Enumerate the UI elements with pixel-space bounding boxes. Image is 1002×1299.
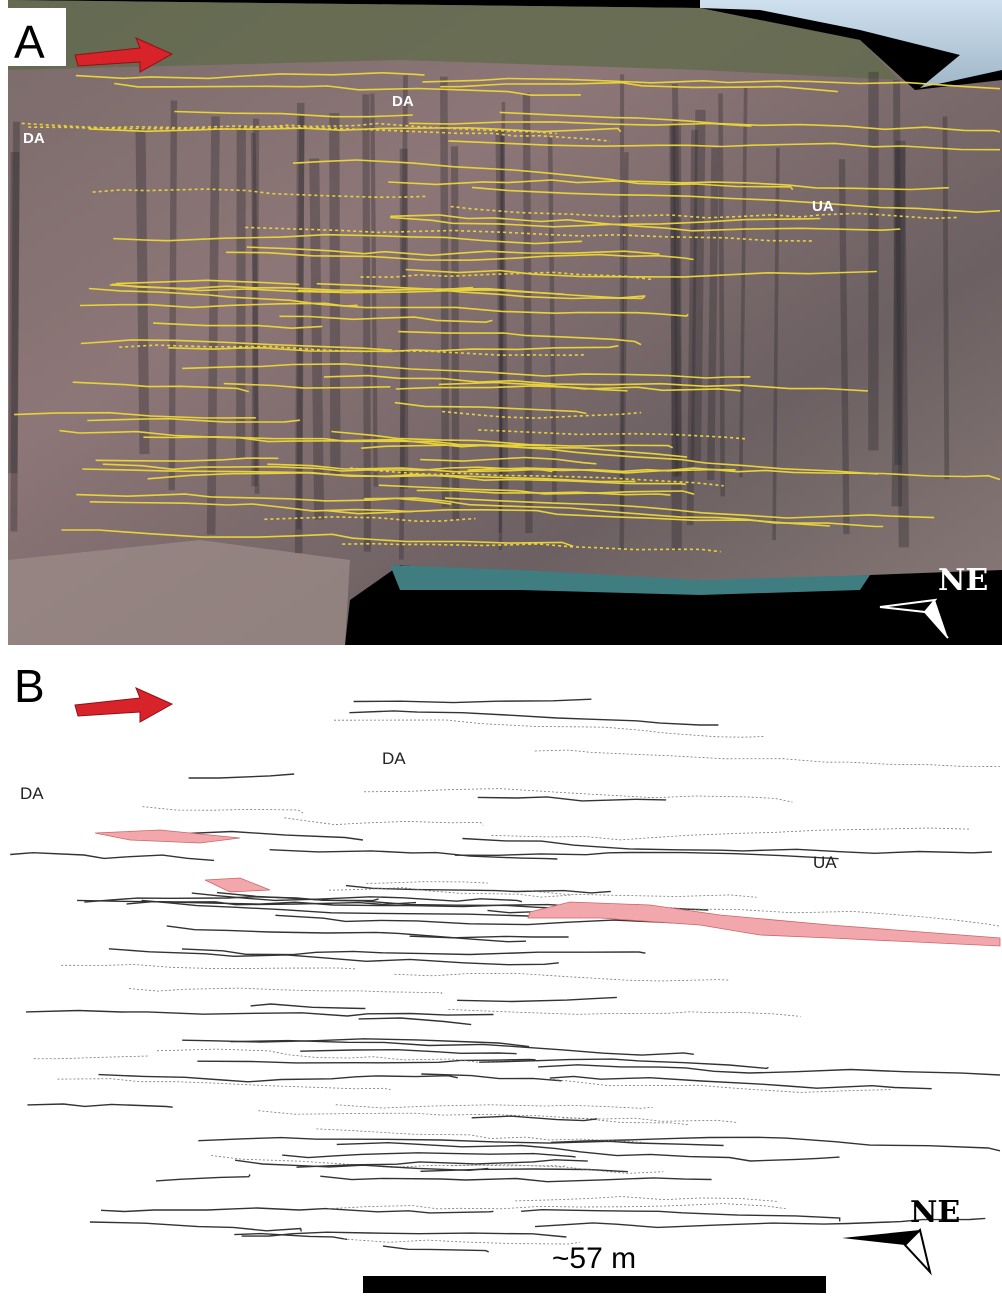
bedding-trace — [167, 926, 526, 942]
bedding-trace — [538, 1065, 1000, 1075]
annotation: DA — [382, 749, 406, 768]
bedding-trace — [235, 1160, 488, 1170]
lens — [528, 902, 1000, 946]
lens — [205, 878, 270, 892]
bedding-trace — [551, 1137, 1000, 1151]
bedding-trace — [99, 1075, 458, 1082]
lamina-trace — [366, 882, 487, 884]
lamina-trace — [328, 1204, 787, 1209]
annotation: DA — [23, 130, 45, 147]
fracture — [334, 113, 335, 475]
bedding-trace — [478, 797, 666, 801]
bedding-traces — [10, 699, 1000, 1252]
talus — [8, 540, 350, 645]
lamina-trace — [142, 807, 303, 814]
bedding-trace — [337, 1143, 840, 1161]
bedding-trace — [457, 997, 617, 1001]
compass-label: NE — [938, 563, 988, 598]
bedding-trace — [156, 1175, 250, 1181]
annotation: DA — [392, 93, 414, 110]
annotation: DA — [20, 784, 44, 803]
direction-arrow — [75, 688, 172, 722]
fracture — [696, 110, 701, 462]
fracture — [241, 126, 242, 458]
bedding-trace — [182, 949, 646, 955]
scale-label: ~57 m — [552, 1242, 636, 1275]
bedding-trace — [90, 1222, 301, 1231]
bedding-trace — [189, 774, 295, 778]
fracture — [897, 80, 898, 465]
panel-label: A — [14, 16, 45, 68]
scale-bar — [363, 1276, 826, 1293]
bedding-trace — [251, 1004, 366, 1009]
bedding-trace — [354, 699, 592, 702]
bedding-trace — [349, 711, 718, 725]
compass-label: NE — [910, 1195, 960, 1230]
bedding-trace — [320, 1176, 711, 1182]
photo-panel-a — [8, 0, 1002, 645]
bedding-trace — [550, 1076, 932, 1088]
lamina-trace — [395, 973, 730, 981]
fracture — [675, 84, 679, 476]
lamina-trace — [61, 965, 356, 969]
lamina-trace — [34, 1056, 149, 1059]
lamina-trace — [535, 750, 1000, 766]
fracture — [404, 149, 405, 489]
fracture — [720, 94, 722, 497]
bedding-trace — [421, 1074, 561, 1081]
bedding-trace — [27, 1104, 172, 1107]
lamina-trace — [343, 1239, 579, 1244]
bedding-trace — [242, 1232, 567, 1237]
fracture — [366, 94, 368, 551]
lamina-trace — [549, 1079, 892, 1092]
lamina-trace — [336, 1105, 653, 1109]
lamina-trace — [334, 720, 763, 737]
fracture — [945, 117, 947, 480]
annotation: UA — [813, 853, 837, 872]
fracture — [500, 136, 501, 533]
lamina-trace — [528, 891, 757, 898]
lamina-trace — [284, 818, 483, 826]
fracture — [172, 101, 174, 491]
bedding-trace — [346, 886, 611, 893]
annotation: UA — [812, 198, 834, 215]
bedding-trace — [10, 853, 214, 861]
lamina-trace — [329, 888, 571, 897]
figure: A DA DA UA NE B DA DA UA NE ~57 m — [0, 0, 1002, 1299]
lamina-trace — [448, 1009, 800, 1016]
bedding-trace — [300, 1050, 516, 1054]
bedding-trace — [359, 1018, 472, 1025]
bedding-trace — [26, 1011, 494, 1017]
lamina-trace — [129, 988, 442, 995]
lamina-trace — [515, 1197, 777, 1202]
bedding-trace — [462, 839, 992, 854]
fracture — [14, 122, 17, 532]
panel-label: B — [14, 660, 45, 712]
bedding-trace — [101, 1208, 493, 1213]
bedding-trace — [521, 1210, 840, 1222]
bedding-trace — [282, 1153, 575, 1158]
bedding-trace — [383, 1246, 489, 1252]
lamina-trace — [492, 828, 971, 840]
